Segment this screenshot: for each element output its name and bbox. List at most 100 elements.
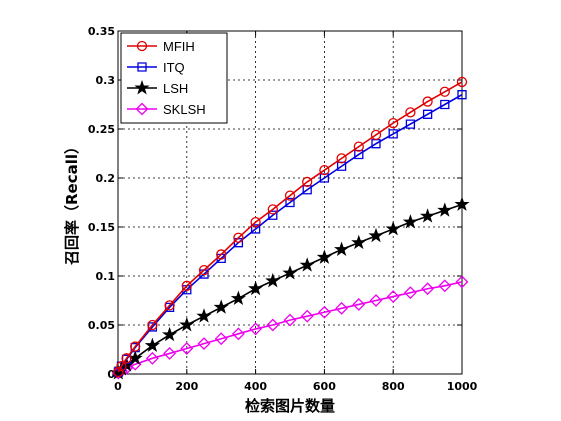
data-point (317, 305, 331, 319)
grid (118, 31, 462, 374)
legend-marker (137, 62, 147, 72)
y-tick-label: 0.15 (88, 221, 115, 234)
series-mfih (113, 76, 468, 378)
data-point (420, 208, 436, 223)
legend-label: SKLSH (163, 102, 206, 117)
legend-marker (136, 40, 148, 52)
data-point (421, 282, 435, 296)
data-point (164, 300, 175, 311)
x-tick-label: 600 (313, 380, 336, 393)
y-axis-title: 召回率（Recall） (63, 139, 81, 265)
data-point (454, 196, 470, 211)
data-point (267, 204, 278, 215)
data-point (336, 153, 347, 164)
legend: MFIH ITQ LSH SKLSH (120, 32, 228, 124)
data-point (248, 280, 264, 296)
data-point (233, 232, 244, 243)
data-point (285, 197, 295, 208)
y-tick-label: 0.25 (88, 123, 115, 136)
data-point (316, 249, 332, 264)
data-point (283, 313, 297, 327)
x-tick-label: 800 (382, 380, 405, 393)
data-point (457, 90, 467, 100)
data-point (335, 301, 349, 315)
data-point (422, 96, 433, 107)
legend-marker (135, 102, 149, 116)
y-tick-label: 0.3 (96, 74, 116, 87)
legend-box (120, 32, 228, 124)
y-tick-label: 0.35 (88, 25, 115, 38)
data-point (198, 264, 210, 276)
data-point (233, 238, 244, 248)
data-point (116, 361, 127, 372)
data-point (213, 299, 229, 314)
series-itq (113, 90, 467, 377)
data-point (352, 298, 366, 311)
data-point (405, 119, 416, 129)
data-point (199, 269, 209, 279)
data-point (334, 241, 350, 256)
data-point (231, 327, 245, 341)
series-sklsh (111, 275, 469, 380)
data-point (130, 341, 141, 352)
data-point (284, 190, 296, 201)
legend-item-lsh: LSH (127, 80, 188, 96)
data-point (351, 234, 367, 250)
data-point (266, 318, 280, 332)
data-point (268, 210, 278, 220)
data-point (439, 86, 450, 97)
data-point (144, 337, 160, 353)
data-point (249, 322, 263, 336)
x-tick-label: 1000 (447, 380, 478, 393)
data-point (265, 272, 281, 288)
y-tick-label: 0.05 (88, 319, 115, 332)
data-point (216, 249, 227, 260)
data-point (250, 216, 261, 228)
x-axis-title: 检索图片数量 (245, 397, 335, 415)
data-point (369, 294, 383, 307)
series-layer (110, 76, 470, 380)
data-point (368, 227, 384, 243)
data-point (455, 275, 469, 289)
data-point (456, 76, 468, 88)
data-point (388, 117, 399, 129)
data-point (216, 253, 226, 264)
axis-ticks: 0 200 400 600 800 1000 0 0.05 0.1 0.15 0.2 0.25 0.3 0… (88, 25, 478, 393)
data-point (370, 129, 382, 141)
data-point (113, 366, 124, 378)
data-point (197, 337, 211, 351)
data-point (353, 141, 364, 152)
data-point (388, 129, 398, 139)
data-point (179, 317, 195, 332)
series-line (117, 281, 463, 374)
data-point (422, 109, 433, 119)
data-point (214, 332, 228, 346)
data-point (230, 290, 246, 305)
data-point (405, 107, 416, 118)
data-point (147, 319, 158, 331)
data-point (162, 326, 178, 342)
y-tick-label: 0.1 (96, 270, 116, 283)
data-point (440, 99, 450, 110)
series-line (117, 81, 463, 373)
series-line (117, 94, 463, 373)
legend-item-mfih: MFIH (127, 39, 195, 54)
y-tick-label: 0 (107, 368, 115, 381)
data-point (403, 286, 417, 300)
data-point (181, 280, 192, 291)
legend-marker (134, 80, 150, 95)
data-point (438, 279, 452, 293)
data-point (302, 176, 313, 188)
data-point (300, 309, 314, 323)
x-tick-label: 400 (244, 380, 267, 393)
data-point (386, 290, 400, 303)
x-tick-label: 200 (175, 380, 198, 393)
legend-label: MFIH (163, 39, 195, 54)
legend-item-sklsh: SKLSH (127, 102, 206, 117)
legend-label: ITQ (163, 60, 185, 75)
data-point (402, 214, 418, 229)
data-point (121, 353, 132, 364)
data-point (163, 347, 177, 360)
data-point (282, 265, 298, 280)
data-point (196, 308, 212, 323)
